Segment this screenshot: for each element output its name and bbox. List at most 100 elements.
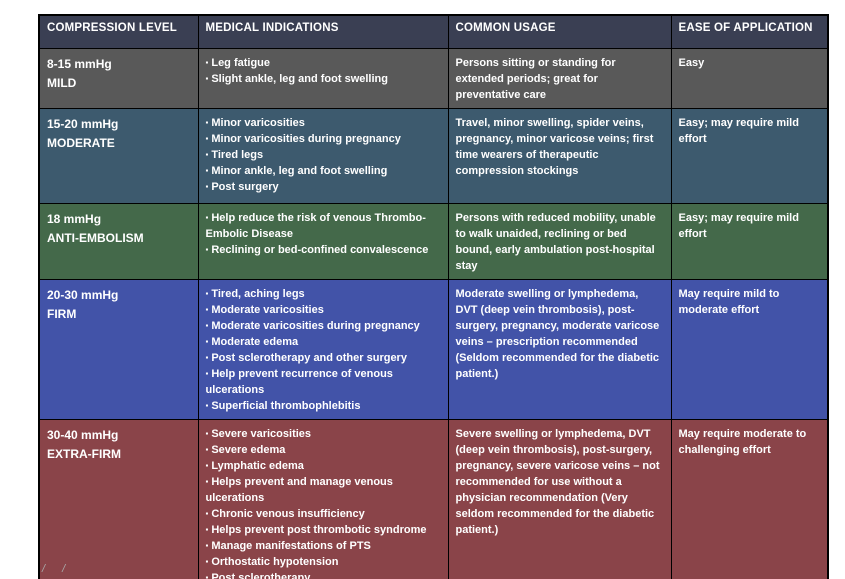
ease-of-application-cell: Easy; may require mild effort [670, 202, 829, 280]
indications-list: ▪ Minor varicosities ▪ Minor varicosities d… [206, 115, 440, 195]
level-name: ANTI-EMBOLISM [47, 230, 144, 245]
bullet-icon: ▪ [205, 556, 209, 566]
bullet-icon: ▪ [205, 508, 209, 518]
table-header: COMPRESSION LEVEL MEDICAL INDICATIONS CO… [38, 14, 829, 49]
common-usage-cell: Travel, minor swelling, spider veins, pr… [447, 107, 672, 204]
level-range: 20-30 mmHg [47, 287, 119, 302]
column-header-common-usage: COMMON USAGE [447, 14, 672, 49]
column-header-medical-indications: MEDICAL INDICATIONS [197, 14, 449, 49]
compression-level-table: COMPRESSION LEVEL MEDICAL INDICATIONS CO… [38, 14, 829, 579]
indication-item: ▪ Reclining or bed-confined convalescence [205, 243, 429, 256]
indication-item: ▪ Lymphatic edema [205, 459, 304, 472]
medical-indications-cell: ▪ Leg fatigue ▪ Slight ankle, leg and foot … [197, 47, 449, 109]
common-usage-cell: Persons sitting or standing for extended… [447, 47, 672, 109]
table-row: 15-20 mmHg MODERATE ▪ Minor varicosities ▪ Mi… [38, 107, 829, 204]
table-row: 8-15 mmHg MILD ▪ Leg fatigue ▪ Slight ankle, … [38, 47, 829, 109]
indication-item: ▪ Moderate edema [205, 335, 299, 348]
ease-text: Easy; may require mild effort [678, 116, 799, 145]
level-range: 18 mmHg [47, 211, 102, 226]
indication-item: ▪ Help prevent recurrence of venous ulcer… [205, 367, 393, 396]
compression-level-cell: 20-30 mmHg FIRM [38, 278, 199, 420]
level-name: FIRM [47, 306, 77, 321]
ease-of-application-cell: May require moderate to challenging effo… [670, 418, 829, 579]
indication-item: ▪ Minor ankle, leg and foot swelling [205, 164, 388, 177]
compression-level-cell: 8-15 mmHg MILD [38, 47, 199, 109]
bullet-icon: ▪ [205, 352, 209, 362]
bullet-icon: ▪ [205, 149, 209, 159]
column-header-ease-of-application: EASE OF APPLICATION [670, 14, 829, 49]
indications-list: ▪ Severe varicosities ▪ Severe edema ▪ Lympha… [206, 426, 440, 579]
level-name: MILD [47, 75, 77, 90]
bullet-icon: ▪ [205, 57, 209, 67]
bullet-icon: ▪ [205, 117, 209, 127]
bullet-icon: ▪ [205, 428, 209, 438]
indication-item: ▪ Post sclerotherapy and other surgery [205, 351, 407, 364]
bullet-icon: ▪ [205, 320, 209, 330]
compression-level-cell: 18 mmHg ANTI-EMBOLISM [38, 202, 199, 280]
bullet-icon: ▪ [205, 572, 209, 579]
bullet-icon: ▪ [205, 540, 209, 550]
level-name: EXTRA-FIRM [47, 446, 121, 461]
usage-text: Severe swelling or lymphedema, DVT (deep… [455, 427, 660, 536]
ease-text: Easy; may require mild effort [678, 211, 799, 240]
indication-item: ▪ Orthostatic hypotension [205, 555, 339, 568]
level-range: 30-40 mmHg [47, 427, 119, 442]
indications-list: ▪ Leg fatigue ▪ Slight ankle, leg and foot … [206, 55, 440, 87]
indications-list: ▪ Help reduce the risk of venous Thrombo-… [206, 210, 440, 258]
common-usage-cell: Severe swelling or lymphedema, DVT (deep… [447, 418, 672, 579]
ease-text: May require mild to moderate effort [678, 287, 780, 316]
indication-item: ▪ Minor varicosities during pregnancy [205, 132, 401, 145]
medical-indications-cell: ▪ Severe varicosities ▪ Severe edema ▪ Lympha… [197, 418, 449, 579]
indication-item: ▪ Severe varicosities [205, 427, 312, 440]
indication-item: ▪ Tired legs [205, 148, 264, 161]
medical-indications-cell: ▪ Minor varicosities ▪ Minor varicosities d… [197, 107, 449, 204]
table-row: 30-40 mmHg EXTRA-FIRM ▪ Severe varicosities… [38, 418, 829, 579]
level-name: MODERATE [47, 135, 115, 150]
bullet-icon: ▪ [205, 244, 209, 254]
indication-item: ▪ Slight ankle, leg and foot swelling [205, 72, 388, 85]
medical-indications-cell: ▪ Help reduce the risk of venous Thrombo-… [197, 202, 449, 280]
bullet-icon: ▪ [205, 524, 209, 534]
usage-text: Moderate swelling or lymphedema, DVT (de… [455, 287, 660, 380]
compression-level-table-container: COMPRESSION LEVEL MEDICAL INDICATIONS CO… [38, 14, 829, 579]
medical-indications-cell: ▪ Tired, aching legs ▪ Moderate varicositie… [197, 278, 449, 420]
indication-item: ▪ Leg fatigue [205, 56, 271, 69]
indication-item: ▪ Tired, aching legs [205, 287, 305, 300]
indication-item: ▪ Severe edema [205, 443, 286, 456]
usage-text: Persons with reduced mobility, unable to… [455, 211, 656, 272]
indication-item: ▪ Helps prevent and manage venous ulcerat… [205, 475, 393, 504]
ease-text: Easy [678, 56, 705, 69]
bullet-icon: ▪ [205, 133, 209, 143]
indication-item: ▪ Manage manifestations of PTS [205, 539, 371, 552]
ease-of-application-cell: May require mild to moderate effort [670, 278, 829, 420]
footer-marks: / / [42, 563, 67, 575]
indication-item: ▪ Post surgery [205, 180, 279, 193]
table-row: 18 mmHg ANTI-EMBOLISM ▪ Help reduce the ris… [38, 202, 829, 280]
bullet-icon: ▪ [205, 165, 209, 175]
common-usage-cell: Persons with reduced mobility, unable to… [447, 202, 672, 280]
indications-list: ▪ Tired, aching legs ▪ Moderate varicositie… [206, 286, 440, 414]
bullet-icon: ▪ [205, 400, 209, 410]
ease-of-application-cell: Easy [670, 47, 829, 109]
indication-item: ▪ Post sclerotherapy [206, 570, 440, 579]
compression-level-cell: 15-20 mmHg MODERATE [38, 107, 199, 204]
ease-of-application-cell: Easy; may require mild effort [670, 107, 829, 204]
indication-item: ▪ Moderate varicosities during pregnancy [205, 319, 420, 332]
column-header-compression-level: COMPRESSION LEVEL [38, 14, 199, 49]
bullet-icon: ▪ [205, 288, 209, 298]
indication-item: ▪ Chronic venous insufficiency [205, 507, 365, 520]
bullet-icon: ▪ [205, 368, 209, 378]
indication-item: ▪ Minor varicosities [205, 116, 305, 129]
bullet-icon: ▪ [205, 336, 209, 346]
bullet-icon: ▪ [205, 460, 209, 470]
indication-item: ▪ Superficial thrombophlebitis [205, 399, 361, 412]
usage-text: Persons sitting or standing for extended… [455, 56, 616, 101]
table-body: 8-15 mmHg MILD ▪ Leg fatigue ▪ Slight ankle, … [38, 47, 829, 579]
indication-item: ▪ Moderate varicosities [205, 303, 324, 316]
usage-text: Travel, minor swelling, spider veins, pr… [455, 116, 654, 177]
ease-text: May require moderate to challenging effo… [678, 427, 807, 456]
level-range: 8-15 mmHg [47, 56, 112, 71]
bullet-icon: ▪ [205, 181, 209, 191]
indication-item: ▪ Help reduce the risk of venous Thrombo-… [205, 211, 426, 240]
compression-level-cell: 30-40 mmHg EXTRA-FIRM [38, 418, 199, 579]
